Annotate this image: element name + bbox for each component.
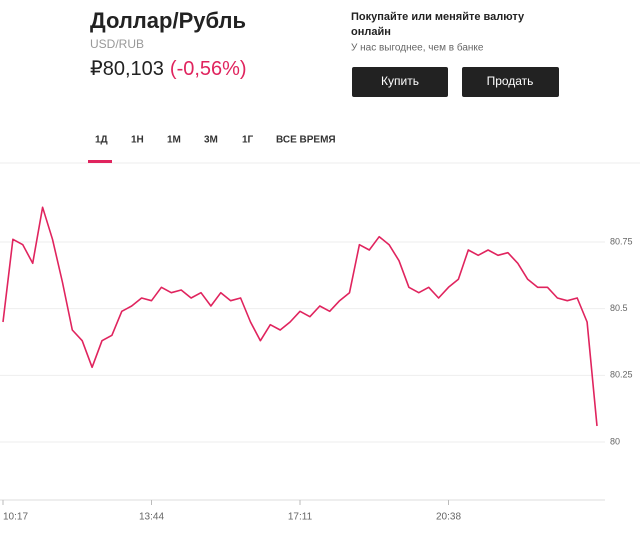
- tabs: 1Д 1Н 1М 3М 1Г ВСЕ ВРЕМЯ: [95, 135, 336, 146]
- tab[interactable]: 1Д: [95, 135, 108, 146]
- y-tick-label: 80.5: [610, 303, 628, 313]
- tab[interactable]: 1М: [167, 135, 181, 146]
- y-tick-label: 80.75: [610, 236, 633, 246]
- price-value: ₽80,103: [90, 58, 164, 80]
- price-change: (-0,56%): [170, 58, 247, 80]
- price: ₽80,103 (-0,56%): [90, 58, 247, 80]
- promo-title: онлайн: [351, 26, 391, 38]
- tab[interactable]: 3М: [204, 135, 218, 146]
- x-tick-label: 10:17: [3, 512, 28, 523]
- title: Доллар/Рубль: [90, 8, 246, 33]
- y-tick-label: 80.25: [610, 370, 633, 380]
- buy-label[interactable]: Купить: [381, 74, 419, 88]
- tab[interactable]: 1Г: [242, 135, 254, 146]
- active-tab-underline: [88, 160, 112, 163]
- tab[interactable]: 1Н: [131, 135, 144, 146]
- x-tick-label: 20:38: [436, 512, 461, 523]
- sell-label[interactable]: Продать: [487, 74, 534, 88]
- promo-note: У нас выгоднее, чем в банке: [351, 42, 484, 54]
- tab[interactable]: ВСЕ ВРЕМЯ: [276, 135, 336, 146]
- chart: 80 80.25 80.5 80.75 10:17 13:44 17:11 20:38: [0, 206, 633, 523]
- promo-title: Покупайте или меняйте валюту: [351, 11, 525, 23]
- y-tick-label: 80: [610, 436, 620, 446]
- x-tick-label: 17:11: [288, 512, 313, 523]
- price-line: [2, 206, 598, 427]
- buy-button[interactable]: [352, 67, 448, 97]
- x-tick-label: 13:44: [139, 512, 164, 523]
- sell-button[interactable]: [462, 67, 559, 97]
- subtitle: USD/RUB: [90, 37, 144, 51]
